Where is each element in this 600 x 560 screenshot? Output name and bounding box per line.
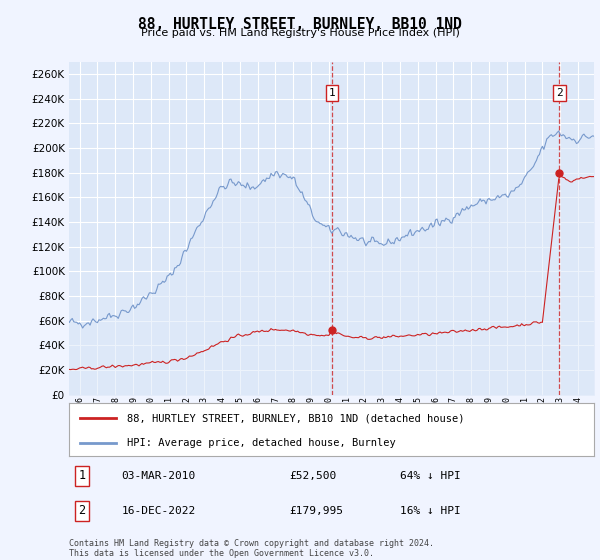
Text: 1: 1	[328, 88, 335, 98]
Text: 88, HURTLEY STREET, BURNLEY, BB10 1ND (detached house): 88, HURTLEY STREET, BURNLEY, BB10 1ND (d…	[127, 413, 464, 423]
Text: 64% ↓ HPI: 64% ↓ HPI	[400, 471, 461, 481]
Text: 03-MAR-2010: 03-MAR-2010	[121, 471, 196, 481]
Text: £179,995: £179,995	[290, 506, 343, 516]
Text: 1: 1	[79, 469, 86, 482]
Text: 88, HURTLEY STREET, BURNLEY, BB10 1ND: 88, HURTLEY STREET, BURNLEY, BB10 1ND	[138, 17, 462, 32]
Text: 2: 2	[556, 88, 563, 98]
Text: HPI: Average price, detached house, Burnley: HPI: Average price, detached house, Burn…	[127, 438, 395, 448]
Text: 2: 2	[79, 504, 86, 517]
Text: Contains HM Land Registry data © Crown copyright and database right 2024.
This d: Contains HM Land Registry data © Crown c…	[69, 539, 434, 558]
Text: 16% ↓ HPI: 16% ↓ HPI	[400, 506, 461, 516]
Text: £52,500: £52,500	[290, 471, 337, 481]
Text: Price paid vs. HM Land Registry's House Price Index (HPI): Price paid vs. HM Land Registry's House …	[140, 28, 460, 38]
Text: 16-DEC-2022: 16-DEC-2022	[121, 506, 196, 516]
